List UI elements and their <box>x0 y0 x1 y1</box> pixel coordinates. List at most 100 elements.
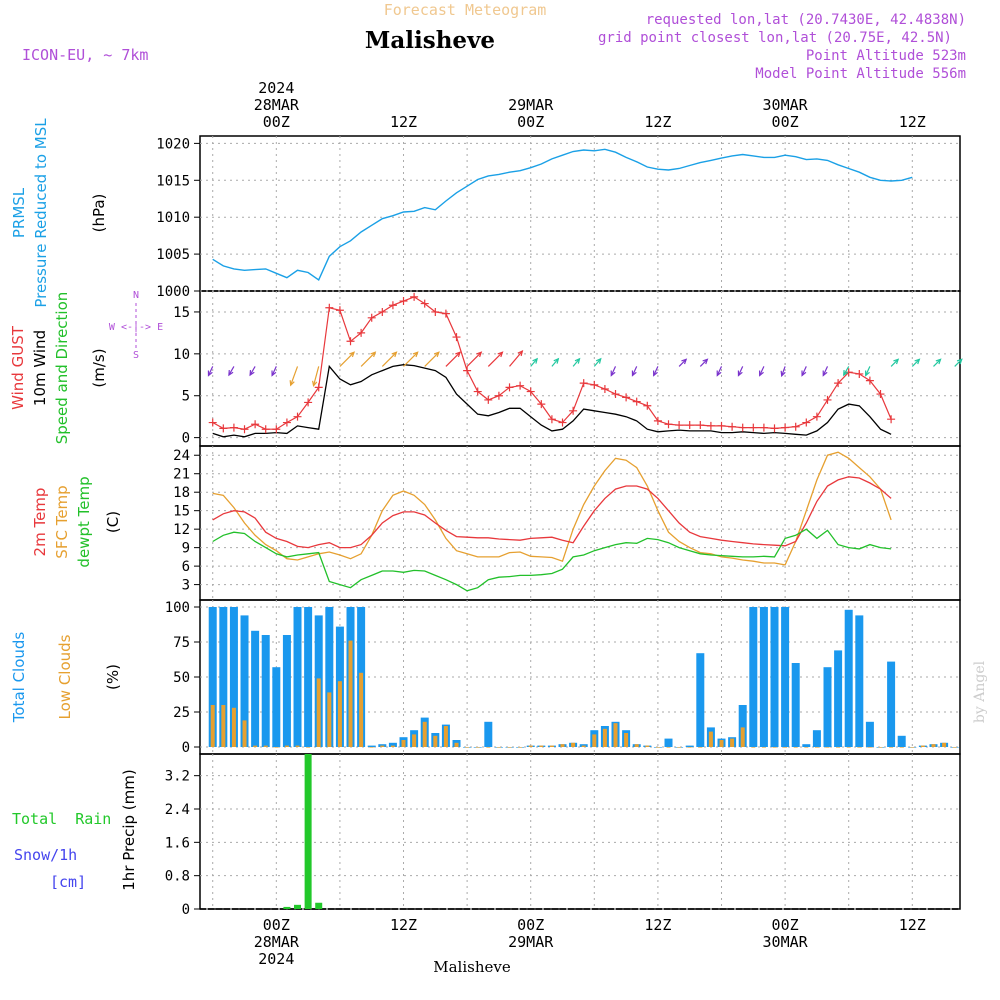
wind-panel-frame <box>199 290 961 447</box>
time-tick-label: 2024 <box>258 950 294 968</box>
wind-gust-point <box>706 421 715 430</box>
low-cloud-bar <box>730 738 735 747</box>
wind-direction-arrowhead <box>497 351 504 358</box>
y-tick-label: 18 <box>173 485 190 501</box>
low-cloud-bar <box>698 747 703 748</box>
wind-direction-arrow <box>271 366 277 376</box>
wind-direction-arrow <box>381 351 397 367</box>
wind-direction-arrowhead <box>312 380 318 388</box>
total-cloud-bar <box>367 745 376 747</box>
wind-direction-arrowhead <box>610 370 616 377</box>
wind-direction-arrow <box>290 366 299 386</box>
wind-direction-arrow <box>228 366 235 376</box>
total-cloud-bar <box>823 667 832 747</box>
wind-gust-point <box>749 423 758 432</box>
t2m-label: 2m Temp <box>31 488 49 557</box>
wind-direction-arrowhead <box>716 370 722 377</box>
low-cloud-bar <box>359 672 364 747</box>
low-cloud-bar <box>571 742 576 747</box>
wind-direction-arrow <box>509 350 523 367</box>
low-cloud-bar <box>221 705 226 747</box>
wind-gust-point <box>516 381 525 390</box>
low-cloud-bar <box>836 747 841 748</box>
y-tick-label: 9 <box>182 541 190 557</box>
wind-direction-arrowhead <box>532 357 539 364</box>
wind-gust-point <box>717 421 726 430</box>
wind-direction-arrow <box>801 366 807 376</box>
wind-direction-arrow <box>403 351 419 367</box>
total-cloud-bar <box>664 738 673 747</box>
low-cloud-bar <box>602 728 607 747</box>
total-cloud-bar <box>484 721 493 747</box>
y-tick-label: 25 <box>173 705 190 721</box>
compass-south: S <box>133 350 139 361</box>
total-cloud-bar <box>261 635 270 747</box>
y-tick-labels: 1000100510101015102005101536912151821240… <box>156 136 190 918</box>
wind-gust-point <box>420 299 429 308</box>
total-cloud-bar <box>759 607 768 747</box>
low-cloud-bar <box>899 747 904 748</box>
wind-direction-arrowhead <box>681 358 688 365</box>
wind-direction-arrow <box>822 366 829 376</box>
low-cloud-bar <box>645 745 650 747</box>
wind-direction-arrowhead <box>391 351 398 358</box>
wind-gust-point <box>505 383 514 392</box>
total-cloud-bar <box>855 615 864 747</box>
low-cloud-bar <box>327 692 332 747</box>
time-tick-label: 2024 <box>258 79 294 97</box>
y-tick-label: 24 <box>173 448 190 464</box>
wind-gust-point <box>314 383 323 392</box>
low-cloud-bar <box>793 747 798 748</box>
low-cloud-bar <box>560 744 565 747</box>
t2m-line <box>212 476 892 549</box>
wind-gust-point <box>664 420 673 429</box>
wind-gust-point <box>759 423 768 432</box>
y-tick-label: 0 <box>182 740 190 756</box>
wind-gust-point <box>802 418 811 427</box>
low-cloud-bar <box>454 742 459 747</box>
wind-gust-point <box>293 412 302 421</box>
y-tick-label: 5 <box>182 389 190 405</box>
low-cloud-bar <box>592 734 597 747</box>
wind-direction-arrow <box>781 366 786 377</box>
total-cloud-bar <box>812 730 821 747</box>
y-tick-label: 0.8 <box>165 869 190 885</box>
y-tick-label: 15 <box>173 305 190 321</box>
wind-gust-point <box>441 309 450 318</box>
wind-direction-arrowhead <box>455 351 462 358</box>
total-cloud-bar <box>897 735 906 747</box>
wind-direction-arrow <box>445 351 461 367</box>
y-tick-label: 1.6 <box>165 835 190 851</box>
time-tick-label: 00Z <box>517 113 544 131</box>
wind-direction-arrowhead <box>801 370 807 377</box>
y-tick-label: 3.2 <box>165 769 190 785</box>
wind-gust-point <box>335 306 344 315</box>
wind-gust-point <box>558 418 567 427</box>
time-tick-label: 12Z <box>390 916 417 934</box>
wind-direction-arrow <box>933 358 941 367</box>
y-tick-label: 2.4 <box>165 802 190 818</box>
wind-direction-arrowhead <box>595 357 602 364</box>
low-cloud-bar <box>242 720 247 747</box>
wind-direction-arrowhead <box>865 370 870 377</box>
wind-direction-arrowhead <box>914 358 921 365</box>
snow-label: Snow/1h <box>14 846 77 864</box>
wind-gust-point <box>728 422 737 431</box>
wind-gust-point <box>876 390 885 399</box>
low-cloud-bar <box>952 747 957 748</box>
time-tick-label: 12Z <box>644 113 671 131</box>
wind-gust-point <box>770 424 779 433</box>
y-tick-label: 1000 <box>156 284 190 300</box>
low-cloud-bar <box>284 745 289 747</box>
model-point-altitude: Model Point Altitude 556m <box>755 66 966 82</box>
time-tick-label: 28MAR <box>254 933 300 951</box>
wind-gust-point <box>346 337 355 346</box>
wind-direction-arrow <box>911 358 920 367</box>
y-tick-label: 10 <box>173 347 190 363</box>
low-cloud-bar <box>507 747 512 748</box>
low-cloud-bar <box>920 745 925 747</box>
wind-gust-point <box>643 401 652 410</box>
wind-gust-point <box>208 418 217 427</box>
